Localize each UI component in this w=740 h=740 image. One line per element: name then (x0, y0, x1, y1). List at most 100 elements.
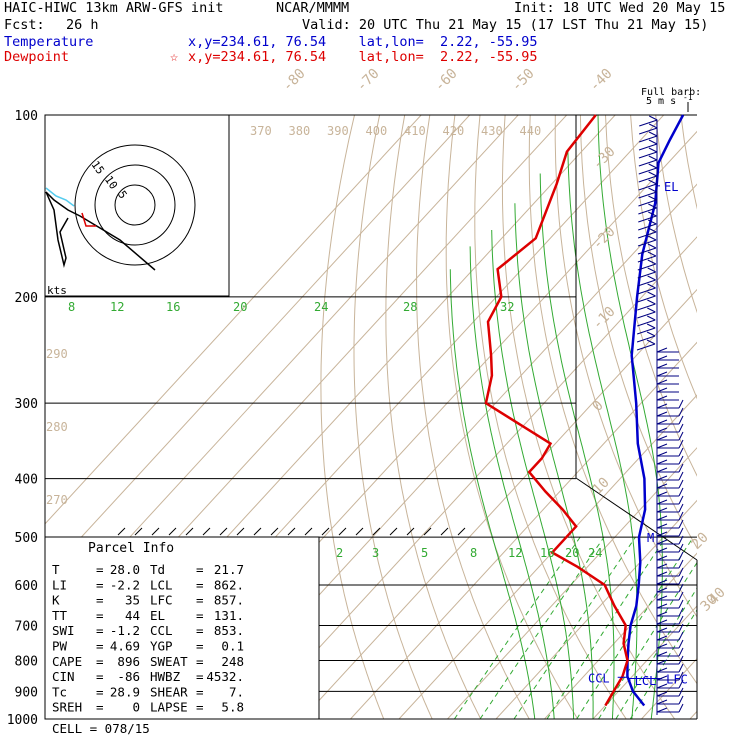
parcel-hatch (134, 527, 143, 536)
wind-barb (656, 407, 684, 417)
wind-barb (638, 163, 657, 175)
wind-barb (638, 171, 657, 183)
wind-barb (637, 267, 656, 279)
wind-barb (638, 155, 658, 167)
org-label: NCAR/MMMM (276, 0, 350, 16)
parcel-eq: = (96, 669, 104, 684)
wind-barb (637, 323, 656, 335)
wind-barb (638, 211, 657, 223)
dry-adiabat (579, 115, 697, 549)
parcel-key: SWI (52, 623, 75, 638)
wind-barb (656, 479, 684, 489)
wind-barb (656, 607, 684, 617)
parcel-value: 5.8 (221, 700, 244, 715)
parcel-key: CIN (52, 669, 75, 684)
parcel-key: PW (52, 639, 68, 654)
moist-adiabat (469, 246, 555, 719)
parcel-value: 857. (214, 593, 244, 608)
parcel-key: TT (52, 608, 68, 623)
wind-barb (656, 639, 684, 649)
parcel-key: Td (150, 562, 165, 577)
isotherm-label: 20 (689, 530, 712, 553)
wind-barb (656, 615, 684, 625)
wind-barb (656, 395, 679, 401)
parcel-eq: = (196, 654, 204, 669)
fcst-label: Fcst: (4, 17, 45, 33)
parcel-eq: = (196, 623, 204, 638)
wind-barb (656, 687, 684, 697)
wind-barb (656, 671, 684, 681)
wind-barb (656, 363, 679, 369)
hodograph-units: kts (47, 284, 67, 297)
parcel-eq: = (96, 623, 104, 638)
wind-barb (656, 415, 684, 425)
barb-legend-sup: -1 (683, 93, 693, 102)
barb-legend-title: Full barb: (641, 87, 701, 98)
wind-barb (636, 331, 656, 343)
parcel-hatch (270, 527, 279, 536)
wind-barb (656, 647, 684, 657)
parcel-key: LAPSE (150, 700, 188, 715)
isotherm-label: -20 (590, 224, 619, 253)
wind-barb (656, 455, 684, 465)
parcel-hatch (151, 527, 160, 536)
wind-barb (656, 543, 684, 553)
isotherm-line (495, 499, 697, 719)
wind-barb (637, 283, 656, 295)
wind-barb (656, 575, 684, 585)
dewpoint-star-icon: ☆ (170, 49, 179, 65)
init-time: Init: 18 UTC Wed 20 May 15 (514, 0, 726, 16)
parcel-value: -86 (117, 669, 140, 684)
wind-barb (656, 503, 684, 513)
level-label-ccl: CCL (588, 671, 610, 685)
wind-barb (637, 243, 657, 255)
pressure-label: 300 (15, 397, 38, 412)
pressure-label: 1000 (7, 713, 38, 728)
theta-side-label: 290 (46, 347, 68, 361)
parcel-value: 0.1 (221, 639, 244, 654)
isotherm-label: -40 (587, 66, 616, 95)
isotherm-line (45, 115, 471, 578)
wind-barb (638, 219, 657, 231)
hodograph-trace-loop (45, 191, 69, 268)
parcel-key: SWEAT (150, 654, 188, 669)
wind-barb (637, 307, 656, 319)
wind-barb (636, 339, 656, 351)
hodograph-ring-label: 15 (89, 159, 107, 177)
parcel-value: 4532. (206, 669, 244, 684)
parcel-hatch (321, 527, 330, 536)
parcel-value: 0 (132, 700, 140, 715)
parcel-eq: = (96, 639, 104, 654)
isotherm-line (45, 115, 422, 525)
parcel-key: K (52, 593, 60, 608)
isotherm-line (398, 394, 697, 719)
wind-barb (638, 195, 657, 207)
hodograph-trace-low (45, 187, 75, 207)
mixing-ratio-line (513, 536, 636, 719)
isotherm-label: 0 (590, 398, 607, 415)
parcel-hatch (236, 527, 245, 536)
theta-label: 430 (481, 124, 503, 138)
isotherm-label: -60 (432, 66, 461, 95)
wind-barb (638, 203, 657, 215)
wind-barb (656, 559, 684, 569)
parcel-value: -1.2 (110, 623, 140, 638)
theta-side-label: 270 (46, 493, 68, 507)
parcel-hatch (423, 527, 432, 536)
dry-adiabat (630, 115, 697, 400)
profile-layer (484, 114, 685, 707)
isotherm-label: -80 (280, 66, 309, 95)
parcel-key: YGP (150, 639, 173, 654)
parcel-title: Parcel Info (88, 541, 174, 556)
mixing-ratio-label: 5 (421, 546, 428, 560)
isotherm-label: -70 (354, 66, 383, 95)
pressure-label: 600 (15, 579, 38, 594)
wind-barb (656, 591, 684, 601)
dewpoint-legend: Dewpoint (4, 49, 70, 65)
mixing-ratio-label: 24 (588, 546, 602, 560)
dry-adiabat (706, 115, 740, 719)
moist-adiabat (449, 269, 536, 719)
theta-label: 440 (520, 124, 542, 138)
parcel-box (44, 536, 320, 720)
